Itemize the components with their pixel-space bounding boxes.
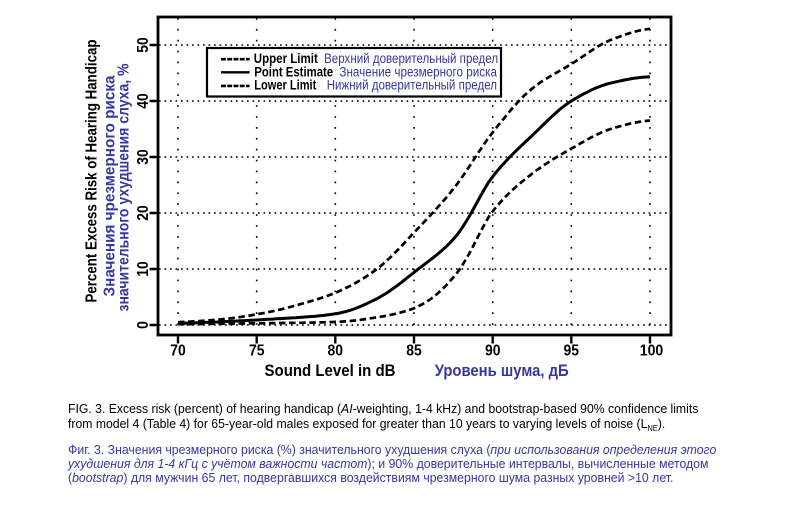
svg-text:значительного ухудшения слуха,: значительного ухудшения слуха, % [116, 63, 133, 311]
svg-text:10: 10 [135, 261, 152, 277]
svg-text:90: 90 [485, 343, 501, 360]
svg-text:50: 50 [135, 37, 152, 53]
svg-text:Уровень шума, дБ: Уровень шума, дБ [435, 362, 569, 380]
svg-text:20: 20 [135, 205, 152, 221]
svg-text:70: 70 [170, 343, 186, 360]
svg-text:80: 80 [328, 343, 344, 360]
svg-text:100: 100 [640, 343, 664, 360]
svg-text:0: 0 [135, 321, 152, 329]
svg-text:85: 85 [406, 343, 422, 360]
svg-text:Percent Excess Risk of Hearing: Percent Excess Risk of Hearing Handicap [84, 39, 101, 302]
svg-text:Значения чрезмерного риска: Значения чрезмерного риска [102, 75, 119, 296]
svg-text:75: 75 [249, 343, 265, 360]
svg-text:95: 95 [564, 343, 580, 360]
svg-text:40: 40 [135, 93, 152, 109]
svg-text:Sound Level in dB: Sound Level in dB [265, 362, 396, 380]
svg-text:30: 30 [135, 149, 152, 165]
